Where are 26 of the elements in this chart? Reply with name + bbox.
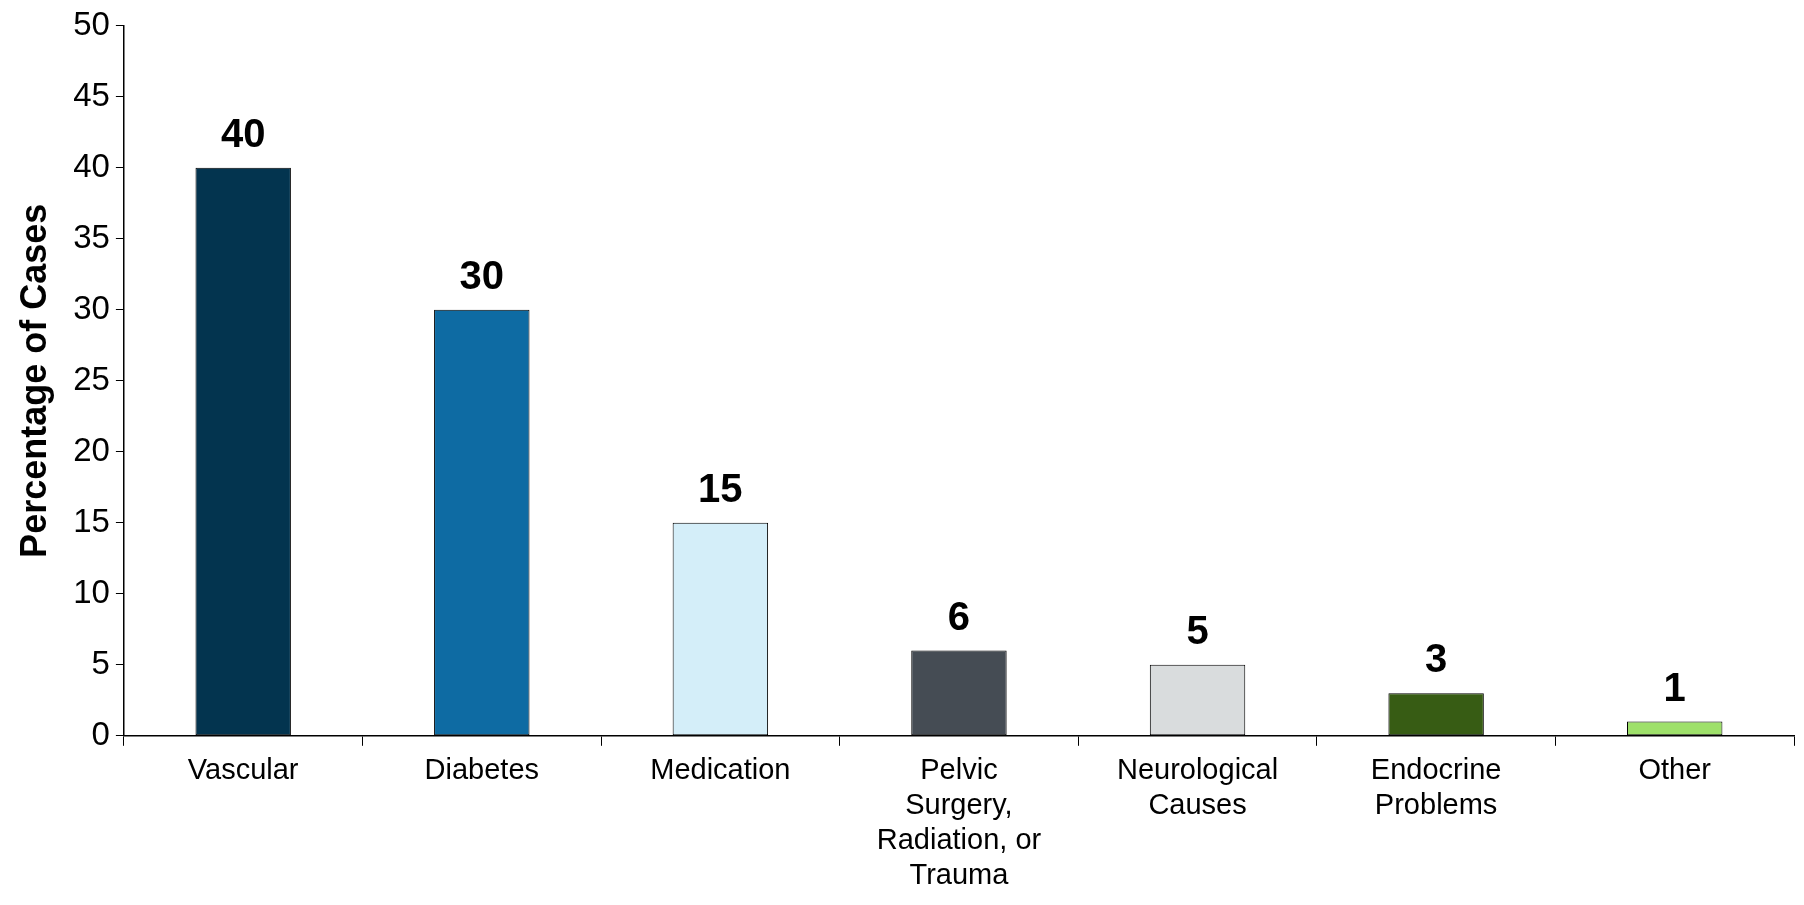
y-tick-label: 50	[73, 4, 110, 42]
data-label: 6	[947, 593, 971, 638]
y-tick-label: 25	[73, 359, 110, 397]
y-tick-label: 40	[73, 146, 110, 184]
x-tick-label: Other	[1638, 753, 1712, 786]
x-tick-label: Endocrine Problems	[1370, 753, 1502, 820]
data-label: 15	[698, 465, 743, 510]
y-tick-label: 15	[73, 501, 110, 539]
y-axis-title: Percentage of Cases	[12, 203, 54, 558]
y-tick-label: 0	[91, 714, 110, 752]
y-tick-label: 5	[91, 643, 110, 681]
data-label: 40	[220, 110, 266, 155]
x-tick-label: Diabetes	[424, 753, 540, 786]
x-tick-label: Medication	[650, 753, 791, 786]
data-label: 30	[459, 252, 505, 297]
data-label: 5	[1186, 607, 1209, 652]
y-tick-label: 30	[73, 288, 110, 326]
y-tick-label: 10	[73, 572, 110, 610]
y-tick-label: 35	[73, 217, 110, 255]
y-tick-label: 20	[73, 430, 110, 468]
x-tick-label: Pelvic Surgery, Radiation, or Trauma	[876, 753, 1042, 890]
data-label: 3	[1425, 636, 1448, 681]
x-tick-label: Neurological Causes	[1116, 753, 1279, 820]
data-label: 1	[1663, 664, 1686, 709]
y-tick-label: 45	[73, 75, 110, 113]
x-tick-label: Vascular	[187, 753, 299, 786]
